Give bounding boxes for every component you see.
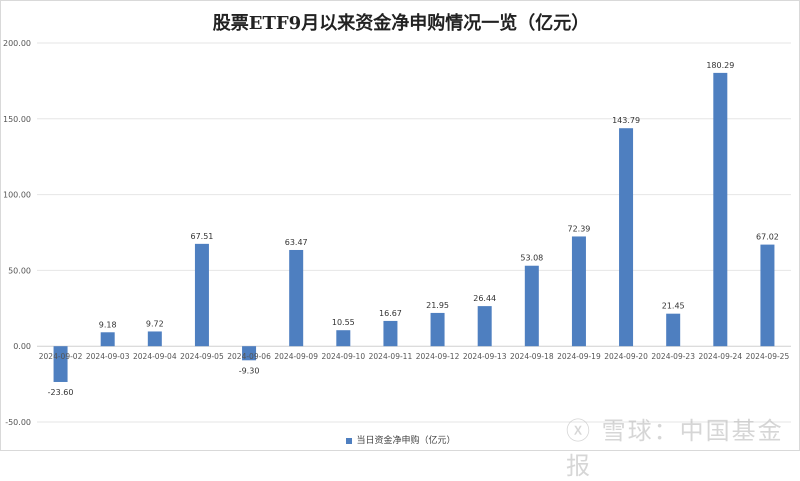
bar	[242, 346, 257, 361]
data-label: 26.44	[473, 294, 496, 303]
y-tick-label: 100.00	[3, 191, 31, 200]
legend-label: 当日资金净申购（亿元）	[356, 436, 456, 446]
x-tick-label: 2024-09-18	[510, 352, 554, 361]
data-label: 21.45	[662, 302, 685, 311]
x-tick-label: 2024-09-06	[227, 352, 271, 361]
x-tick-label: 2024-09-13	[463, 352, 507, 361]
legend-swatch	[346, 437, 353, 444]
x-tick-label: 2024-09-10	[322, 352, 366, 361]
x-tick-label: 2024-09-25	[746, 352, 790, 361]
x-tick-label: 2024-09-23	[651, 352, 695, 361]
y-tick-label: 150.00	[3, 115, 31, 124]
y-tick-label: 50.00	[8, 266, 31, 275]
x-tick-label: 2024-09-19	[557, 352, 601, 361]
data-label: 9.18	[99, 320, 117, 329]
x-tick-label: 2024-09-20	[604, 352, 648, 361]
data-label: 180.29	[706, 61, 734, 70]
data-label: 72.39	[567, 224, 590, 233]
x-tick-label: 2024-09-04	[133, 352, 177, 361]
data-label: -23.60	[48, 388, 74, 397]
data-label: 9.72	[146, 319, 164, 328]
bar	[147, 331, 162, 347]
bar	[760, 244, 775, 347]
data-label: 67.51	[190, 232, 213, 241]
x-tick-label: 2024-09-12	[416, 352, 460, 361]
y-tick-label: -50.00	[5, 418, 31, 427]
data-label: 16.67	[379, 309, 402, 318]
y-tick-label: 0.00	[13, 342, 31, 351]
bar	[100, 332, 115, 347]
y-tick-label: 200.00	[3, 39, 31, 48]
x-tick-label: 2024-09-09	[274, 352, 318, 361]
x-tick-label: 2024-09-02	[39, 352, 83, 361]
bar	[619, 128, 634, 347]
bar	[713, 72, 728, 347]
legend: 当日资金净申购（亿元）	[1, 433, 800, 446]
data-label: 63.47	[285, 238, 308, 247]
data-label: 53.08	[520, 254, 543, 263]
bar-chart: -50.00 0.00 50.00 100.00 150.00 200.00 -23.60 2…	[3, 39, 791, 427]
bar	[524, 265, 539, 347]
bar	[383, 320, 398, 347]
watermark-text: 雪球：中国基金报	[566, 417, 784, 480]
data-label: 67.02	[756, 233, 779, 242]
bar	[194, 243, 209, 347]
data-label: 10.55	[332, 318, 355, 327]
data-label: 143.79	[612, 116, 640, 125]
data-label: 21.95	[426, 301, 449, 310]
x-tick-label: 2024-09-11	[369, 352, 413, 361]
bar	[430, 312, 445, 347]
x-tick-label: 2024-09-24	[699, 352, 743, 361]
watermark: ⓧ 雪球：中国基金报	[566, 417, 784, 480]
data-label: -9.30	[239, 366, 260, 375]
bar	[666, 313, 681, 347]
bar	[571, 236, 586, 347]
bar	[477, 306, 492, 347]
bar	[289, 249, 304, 347]
x-tick-label: 2024-09-03	[86, 352, 130, 361]
chart-title: 股票ETF9月以来资金净申购情况一览（亿元）	[212, 13, 590, 34]
x-tick-label: 2024-09-05	[180, 352, 224, 361]
bar	[336, 330, 351, 347]
bar	[53, 346, 68, 382]
